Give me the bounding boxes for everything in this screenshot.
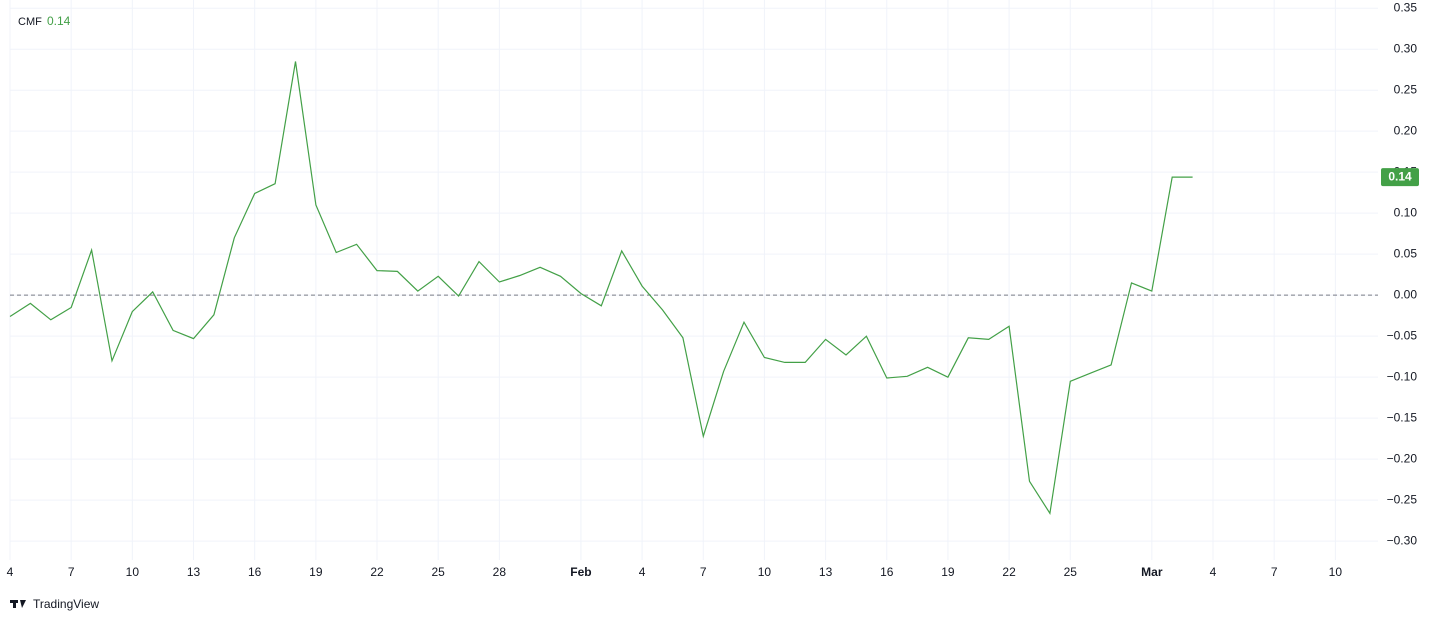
x-tick-label: 7 — [68, 565, 75, 579]
line — [9, 61, 1193, 515]
x-tick-label: 10 — [758, 565, 772, 579]
x-tick-label: 13 — [819, 565, 833, 579]
x-tick-label: 19 — [309, 565, 323, 579]
x-tick-label: 22 — [370, 565, 384, 579]
y-tick-label: −0.05 — [1387, 328, 1418, 342]
legend-name: CMF — [18, 16, 42, 28]
price-badge-label: 0.14 — [1388, 169, 1412, 183]
x-tick-label: 4 — [7, 565, 14, 579]
y-tick-label: −0.30 — [1387, 533, 1418, 547]
x-tick-label: 25 — [1064, 565, 1078, 579]
y-tick-label: 0.20 — [1394, 123, 1418, 137]
x-tick-label: 4 — [1210, 565, 1217, 579]
y-tick-label: 0.35 — [1394, 0, 1418, 14]
y-tick-label: −0.10 — [1387, 369, 1418, 383]
x-tick-label: 16 — [880, 565, 894, 579]
x-tick-label: 25 — [432, 565, 446, 579]
legend-value: 0.14 — [47, 14, 71, 28]
x-tick-label: Feb — [570, 565, 591, 579]
x-tick-label: 22 — [1002, 565, 1016, 579]
x-tick-label: 10 — [1329, 565, 1343, 579]
y-tick-label: 0.10 — [1394, 205, 1418, 219]
x-tick-label: 7 — [1271, 565, 1278, 579]
logo — [10, 600, 26, 608]
x-tick-label: Mar — [1141, 565, 1163, 579]
x-tick-label: 10 — [126, 565, 140, 579]
y-tick-label: 0.05 — [1394, 246, 1418, 260]
price-badge — [1381, 168, 1419, 187]
x-tick-label: 19 — [941, 565, 955, 579]
y-tick-label: 0.25 — [1394, 82, 1418, 96]
watermark: TradingView — [33, 597, 99, 611]
y-tick-label: −0.25 — [1387, 492, 1418, 506]
x-tick-label: 28 — [493, 565, 507, 579]
x-tick-label: 13 — [187, 565, 201, 579]
y-tick-label: 0.30 — [1394, 41, 1418, 55]
y-tick-label: −0.15 — [1387, 410, 1418, 424]
x-tick-label: 4 — [639, 565, 646, 579]
x-tick-label: 7 — [700, 565, 707, 579]
y-tick-label: 0.00 — [1394, 287, 1418, 301]
x-tick-label: 16 — [248, 565, 262, 579]
y-tick-label: −0.20 — [1387, 451, 1418, 465]
